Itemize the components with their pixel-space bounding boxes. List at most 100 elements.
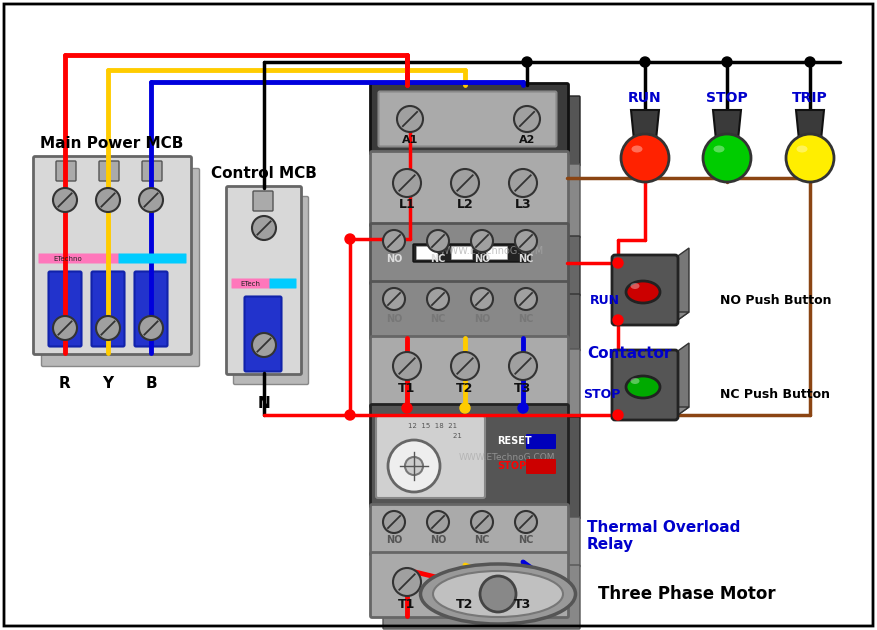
Ellipse shape [626, 281, 660, 303]
FancyBboxPatch shape [383, 236, 580, 296]
FancyBboxPatch shape [383, 349, 580, 419]
Text: T3: T3 [515, 597, 531, 610]
Circle shape [405, 457, 423, 475]
Circle shape [509, 568, 537, 596]
Text: RESET: RESET [497, 436, 531, 446]
Polygon shape [796, 110, 824, 150]
Circle shape [252, 333, 276, 357]
Circle shape [515, 511, 537, 533]
Circle shape [471, 511, 493, 533]
FancyBboxPatch shape [370, 224, 568, 285]
FancyBboxPatch shape [233, 197, 309, 384]
Ellipse shape [626, 376, 660, 398]
Circle shape [402, 403, 412, 413]
Text: A2: A2 [519, 135, 535, 145]
Text: N: N [258, 396, 270, 411]
Text: NO: NO [474, 314, 490, 324]
FancyBboxPatch shape [48, 272, 82, 346]
Text: NO: NO [474, 254, 490, 264]
Text: WWW.ETechnoG.COM: WWW.ETechnoG.COM [459, 454, 555, 462]
FancyBboxPatch shape [39, 253, 119, 263]
Text: NC: NC [431, 254, 446, 264]
FancyBboxPatch shape [41, 168, 199, 367]
Circle shape [786, 134, 834, 182]
Circle shape [518, 403, 528, 413]
Circle shape [451, 568, 479, 596]
FancyBboxPatch shape [245, 297, 282, 372]
FancyBboxPatch shape [383, 417, 580, 519]
Text: STOP: STOP [497, 461, 526, 471]
Text: NC Push Button: NC Push Button [720, 389, 830, 401]
FancyBboxPatch shape [56, 161, 76, 181]
FancyBboxPatch shape [370, 505, 568, 556]
Circle shape [345, 234, 355, 244]
FancyBboxPatch shape [269, 278, 296, 289]
FancyBboxPatch shape [99, 161, 119, 181]
Text: NO: NO [386, 254, 403, 264]
Circle shape [393, 352, 421, 380]
Text: T3: T3 [515, 382, 531, 394]
Circle shape [53, 188, 77, 212]
Text: 12  15  18  21: 12 15 18 21 [408, 423, 457, 429]
Circle shape [509, 169, 537, 197]
FancyBboxPatch shape [526, 434, 556, 449]
FancyBboxPatch shape [383, 164, 580, 238]
Ellipse shape [714, 146, 724, 152]
FancyBboxPatch shape [370, 282, 568, 340]
Text: RUN: RUN [590, 294, 620, 307]
FancyBboxPatch shape [91, 272, 125, 346]
Text: NO: NO [386, 535, 403, 545]
Text: Main Power MCB: Main Power MCB [40, 137, 183, 151]
Text: ETechno: ETechno [53, 256, 82, 262]
Text: NC: NC [518, 314, 534, 324]
FancyBboxPatch shape [118, 253, 187, 263]
Circle shape [53, 316, 77, 340]
Circle shape [139, 188, 163, 212]
Circle shape [471, 230, 493, 252]
Text: T1: T1 [398, 382, 416, 394]
FancyBboxPatch shape [33, 156, 191, 355]
FancyBboxPatch shape [383, 294, 580, 351]
Text: NC: NC [518, 254, 534, 264]
Circle shape [613, 315, 623, 325]
FancyBboxPatch shape [142, 161, 162, 181]
FancyBboxPatch shape [379, 91, 557, 147]
FancyBboxPatch shape [383, 517, 580, 567]
Circle shape [613, 410, 623, 420]
FancyBboxPatch shape [370, 553, 568, 617]
Circle shape [613, 258, 623, 268]
Polygon shape [615, 407, 689, 417]
FancyBboxPatch shape [487, 246, 508, 260]
Circle shape [515, 288, 537, 310]
Circle shape [427, 230, 449, 252]
FancyBboxPatch shape [383, 565, 580, 629]
FancyBboxPatch shape [452, 246, 473, 260]
Circle shape [703, 134, 751, 182]
FancyBboxPatch shape [370, 84, 568, 154]
Polygon shape [631, 110, 659, 150]
Circle shape [471, 288, 493, 310]
FancyBboxPatch shape [370, 151, 568, 227]
Polygon shape [615, 312, 689, 322]
Circle shape [139, 316, 163, 340]
Text: NC: NC [518, 535, 534, 545]
Circle shape [96, 188, 120, 212]
Polygon shape [675, 248, 689, 322]
Ellipse shape [420, 564, 575, 624]
FancyBboxPatch shape [612, 255, 678, 325]
Ellipse shape [631, 283, 639, 289]
FancyBboxPatch shape [232, 278, 270, 289]
Text: NC: NC [431, 314, 446, 324]
Text: 21: 21 [408, 433, 462, 439]
Text: Three Phase Motor: Three Phase Motor [598, 585, 775, 603]
FancyBboxPatch shape [383, 96, 580, 166]
FancyBboxPatch shape [417, 246, 438, 260]
Text: T2: T2 [456, 597, 474, 610]
Circle shape [451, 169, 479, 197]
Polygon shape [713, 110, 741, 150]
Ellipse shape [433, 571, 563, 617]
Circle shape [397, 106, 423, 132]
Text: T2: T2 [456, 382, 474, 394]
FancyBboxPatch shape [226, 186, 302, 374]
Text: Contactor: Contactor [587, 345, 672, 360]
